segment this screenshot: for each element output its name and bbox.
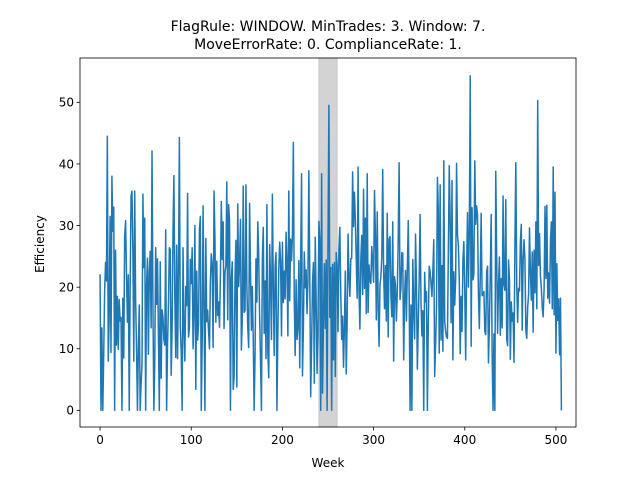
y-tick-label-4: 40 (59, 157, 74, 171)
series-line-0 (99, 75, 563, 412)
chart-title-line-1: FlagRule: WINDOW. MinTrades: 3. Window: … (171, 19, 486, 35)
x-tick-label-4: 400 (453, 433, 476, 447)
y-tick-label-2: 20 (59, 280, 74, 294)
x-tick-label-0: 0 (96, 433, 104, 447)
x-tick-label-1: 100 (180, 433, 203, 447)
y-tick-label-0: 0 (66, 404, 74, 418)
y-axis-label: Efficiency (33, 215, 47, 273)
x-tick-label-3: 300 (362, 433, 385, 447)
plot-area: 0 100 200 300 400 500 0 10 20 30 40 50 (59, 57, 577, 447)
y-tick-label-3: 30 (59, 219, 74, 233)
y-tick-label-1: 10 (59, 342, 74, 356)
y-tick-label-5: 50 (59, 96, 74, 110)
x-tick-label-2: 200 (271, 433, 294, 447)
chart-title-line-2: MoveErrorRate: 0. ComplianceRate: 1. (194, 37, 462, 53)
x-axis-label: Week (312, 456, 345, 470)
x-tick-label-5: 500 (544, 433, 567, 447)
plot-frame (79, 57, 577, 428)
